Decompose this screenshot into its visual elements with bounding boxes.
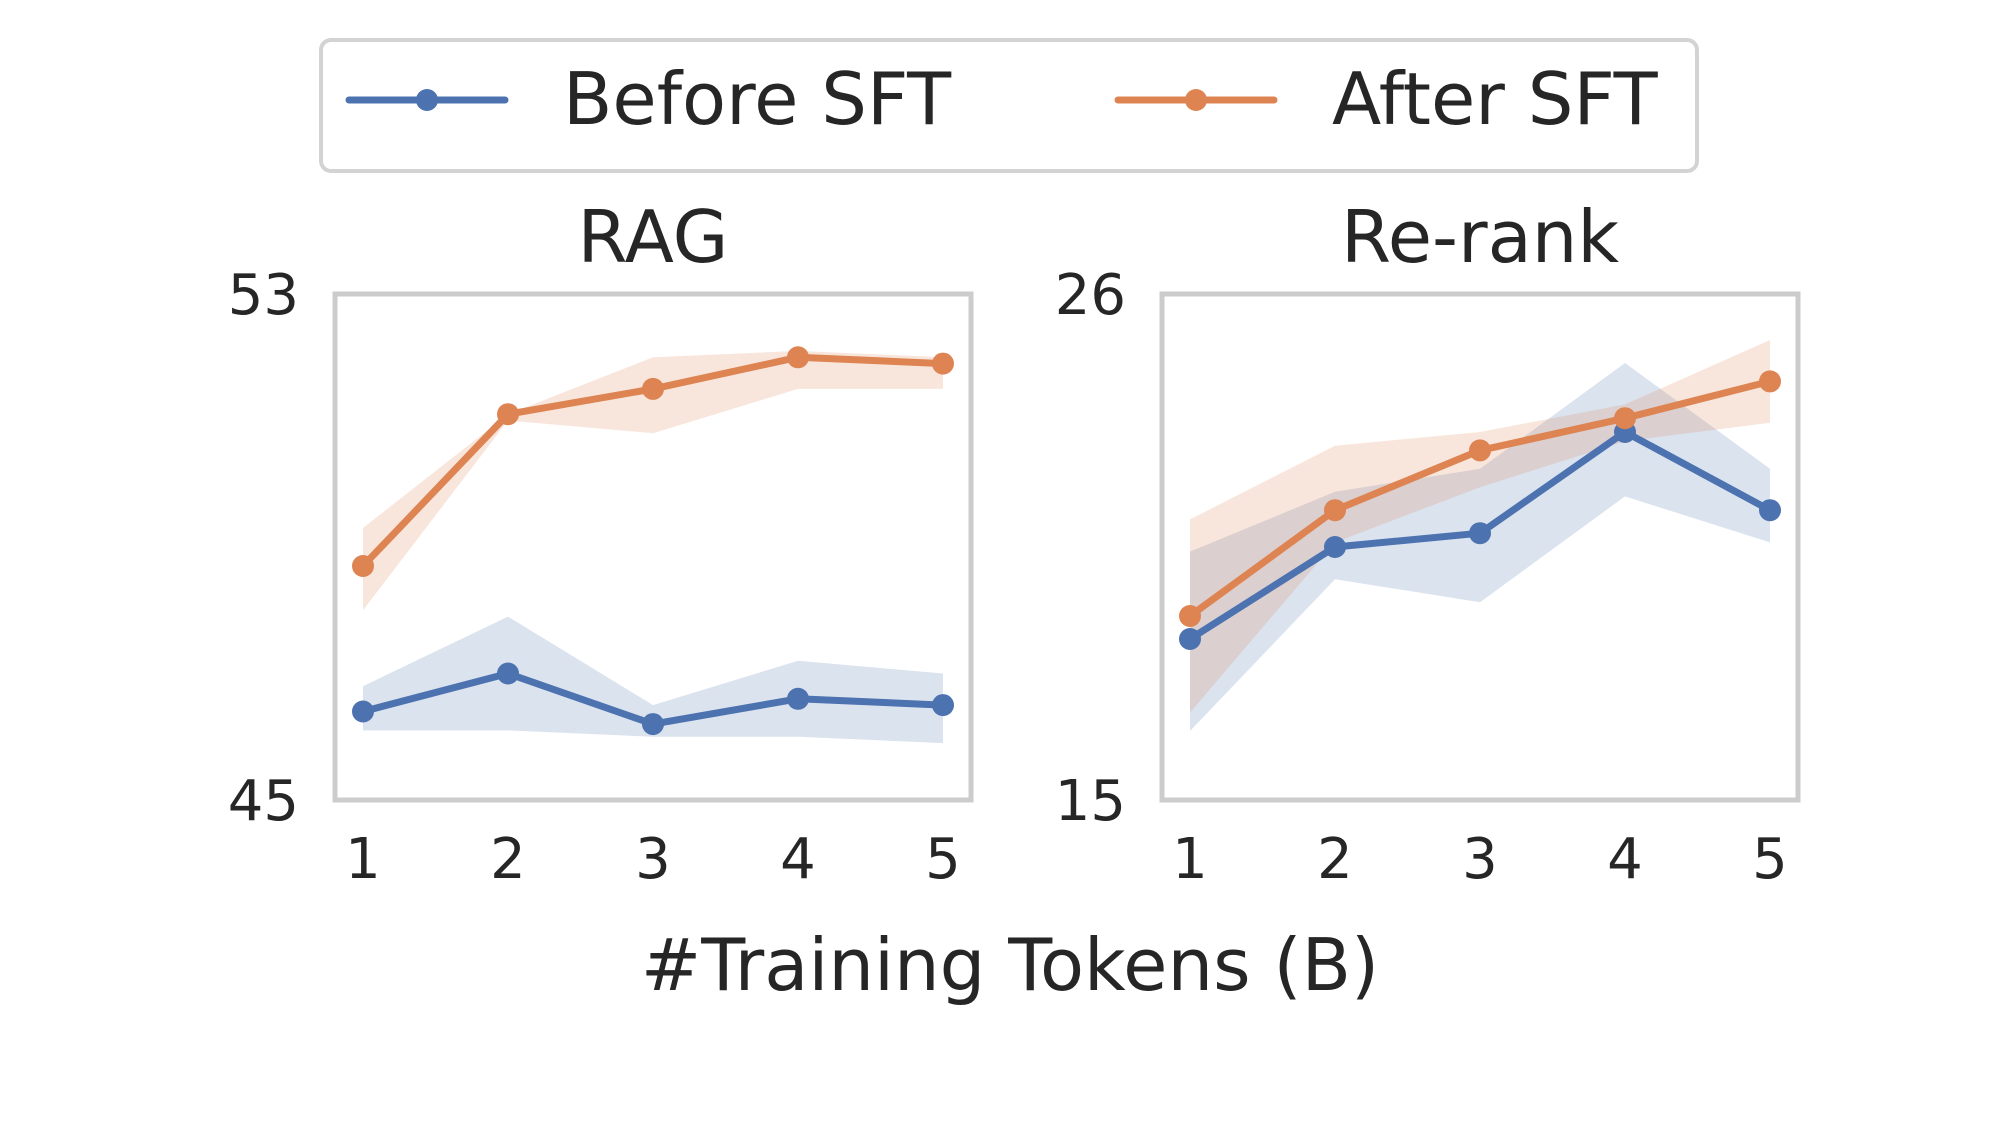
rerank-x-tick-label: 2: [1317, 827, 1353, 892]
rerank-axes-frame: [1159, 291, 1801, 803]
rerank-point-after-sft: [1324, 499, 1346, 522]
legend-entry-after-sft: After SFT: [1114, 57, 1659, 141]
rerank-title: Re-rank: [1341, 195, 1619, 279]
rerank-point-before-sft: [1469, 522, 1491, 545]
rag-point-after-sft: [932, 352, 954, 375]
rag-point-before-sft: [787, 687, 809, 710]
rerank-x-tick-label: 5: [1752, 827, 1788, 892]
rag-x-tick-label: 2: [490, 827, 526, 892]
rag-title: RAG: [578, 195, 729, 279]
rag-point-after-sft: [642, 377, 664, 400]
legend-marker-after-sft: [1185, 89, 1207, 111]
rerank-y-tick-label: 26: [1055, 263, 1126, 328]
rag-point-after-sft: [352, 555, 374, 577]
rag-x-tick-label: 1: [345, 827, 381, 892]
rerank-point-after-sft: [1614, 407, 1636, 430]
rerank-panel: Re-rank 1 2 3 4 5 15 26: [1055, 195, 1801, 892]
rag-x-tick-label: 3: [635, 827, 671, 892]
rerank-band-before-sft: [1190, 363, 1770, 731]
legend: Before SFT After SFT: [319, 38, 1699, 173]
rag-x-tick-label: 5: [925, 827, 961, 892]
rag-x-tick-label: 4: [780, 827, 816, 892]
rerank-x-tick-label: 4: [1607, 827, 1643, 892]
rerank-y-tick-label: 15: [1055, 769, 1126, 834]
rag-point-before-sft: [642, 713, 664, 736]
legend-frame: [319, 38, 1699, 173]
rerank-point-before-sft: [1759, 499, 1781, 522]
rerank-point-after-sft: [1469, 439, 1491, 462]
rag-point-before-sft: [352, 700, 374, 723]
rag-point-after-sft: [787, 346, 809, 369]
rag-point-before-sft: [497, 662, 519, 685]
rag-point-before-sft: [932, 694, 954, 717]
legend-label-after-sft: After SFT: [1332, 57, 1659, 141]
legend-entry-before-sft: Before SFT: [345, 57, 952, 141]
rerank-point-before-sft: [1324, 536, 1346, 558]
legend-label-before-sft: Before SFT: [563, 57, 952, 141]
rag-y-tick-label: 45: [228, 769, 299, 834]
rag-y-tick-label: 53: [228, 263, 299, 328]
rerank-point-after-sft: [1179, 605, 1201, 627]
rerank-x-tick-label: 1: [1172, 827, 1208, 892]
rag-axes-frame: [332, 291, 974, 803]
rerank-point-before-sft: [1179, 628, 1201, 650]
legend-marker-before-sft: [416, 89, 438, 111]
rag-point-after-sft: [497, 403, 519, 426]
rerank-x-tick-label: 3: [1462, 827, 1498, 892]
rerank-point-after-sft: [1759, 370, 1781, 393]
x-axis-label: #Training Tokens (B): [641, 923, 1379, 1007]
rag-band-before-sft: [363, 616, 943, 744]
